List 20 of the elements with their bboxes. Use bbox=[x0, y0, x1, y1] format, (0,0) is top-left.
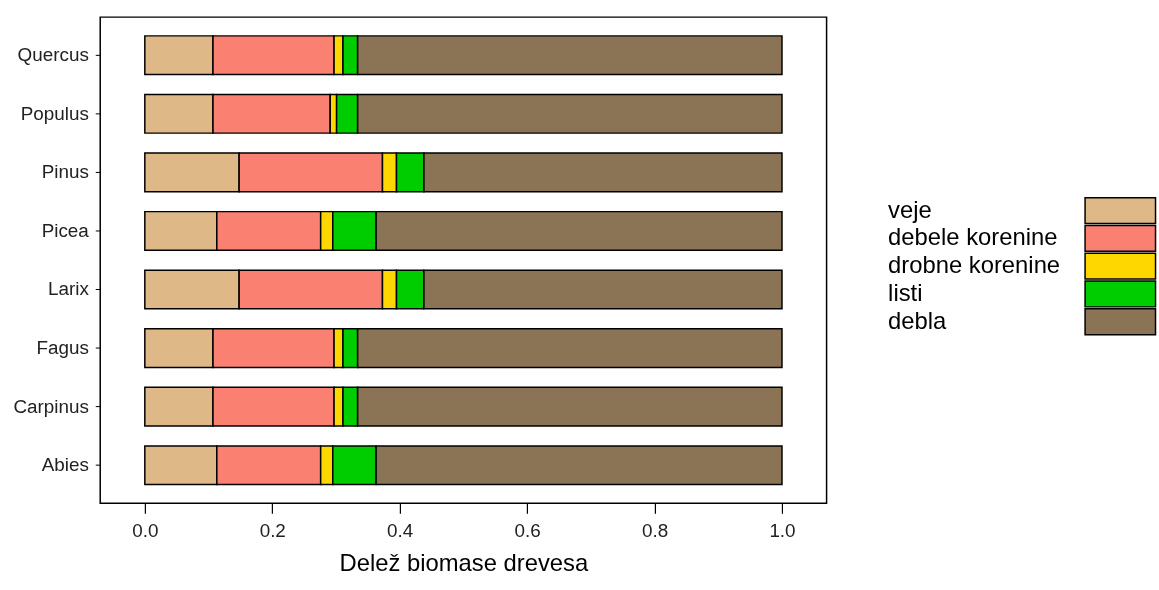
x-tick-label: 0.8 bbox=[641, 519, 669, 541]
y-tick-label: Abies bbox=[41, 454, 89, 476]
legend-label: drobne korenine bbox=[888, 251, 1061, 279]
x-tick-label: 0.4 bbox=[387, 519, 414, 541]
x-tick-label: 0.0 bbox=[132, 519, 159, 541]
y-tick-label: Populus bbox=[20, 102, 89, 124]
text: veje bbox=[888, 195, 932, 223]
text: debla bbox=[888, 306, 948, 334]
x-tick-label: 0.2 bbox=[259, 519, 286, 541]
text: listi bbox=[888, 278, 923, 306]
legend-label: debele korenine bbox=[888, 223, 1058, 251]
y-tick-label: Fagus bbox=[36, 337, 89, 359]
y-tick-label: Quercus bbox=[17, 44, 89, 66]
x-tick-label: 1.0 bbox=[769, 519, 796, 541]
y-tick-label: Carpinus bbox=[13, 395, 89, 417]
x-axis-title: Delež biomase drevesa bbox=[339, 549, 589, 577]
y-tick-label: Picea bbox=[41, 219, 90, 241]
y-tick-label: Pinus bbox=[41, 161, 89, 183]
x-tick-label: 0.6 bbox=[514, 519, 541, 541]
y-tick-label: Larix bbox=[47, 278, 90, 300]
